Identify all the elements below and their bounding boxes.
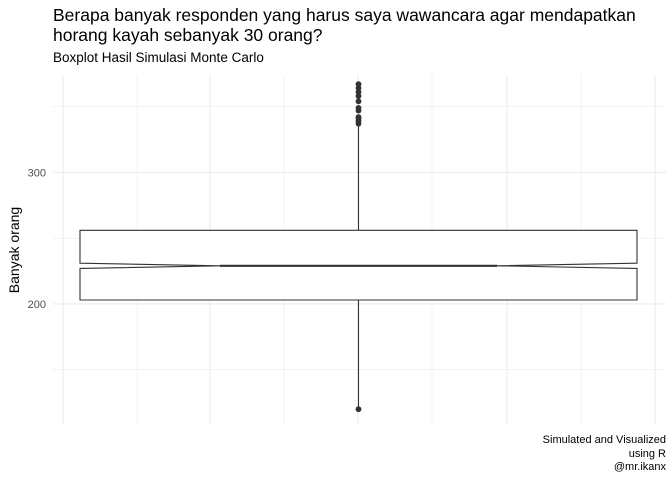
outlier-point bbox=[355, 104, 362, 111]
y-tick-label: 200 bbox=[28, 299, 46, 311]
outlier-point bbox=[355, 406, 362, 413]
y-tick-label: 300 bbox=[28, 167, 46, 179]
outlier-point bbox=[355, 81, 362, 88]
caption-line-3: @mr.ikanx bbox=[613, 461, 666, 473]
outlier-point bbox=[355, 114, 362, 121]
chart-caption: Simulated and Visualized using R @mr.ika… bbox=[543, 434, 666, 475]
outlier-point bbox=[355, 98, 362, 105]
caption-line-2: using R bbox=[628, 447, 666, 460]
chart-title: Berapa banyak responden yang harus saya … bbox=[53, 5, 636, 45]
y-tick-labels: 300 200 bbox=[28, 167, 46, 311]
outlier-points bbox=[355, 81, 362, 413]
caption-line-1: Simulated and Visualized bbox=[542, 434, 666, 446]
chart-subtitle: Boxplot Hasil Simulasi Monte Carlo bbox=[53, 50, 264, 65]
boxplot bbox=[79, 125, 638, 410]
